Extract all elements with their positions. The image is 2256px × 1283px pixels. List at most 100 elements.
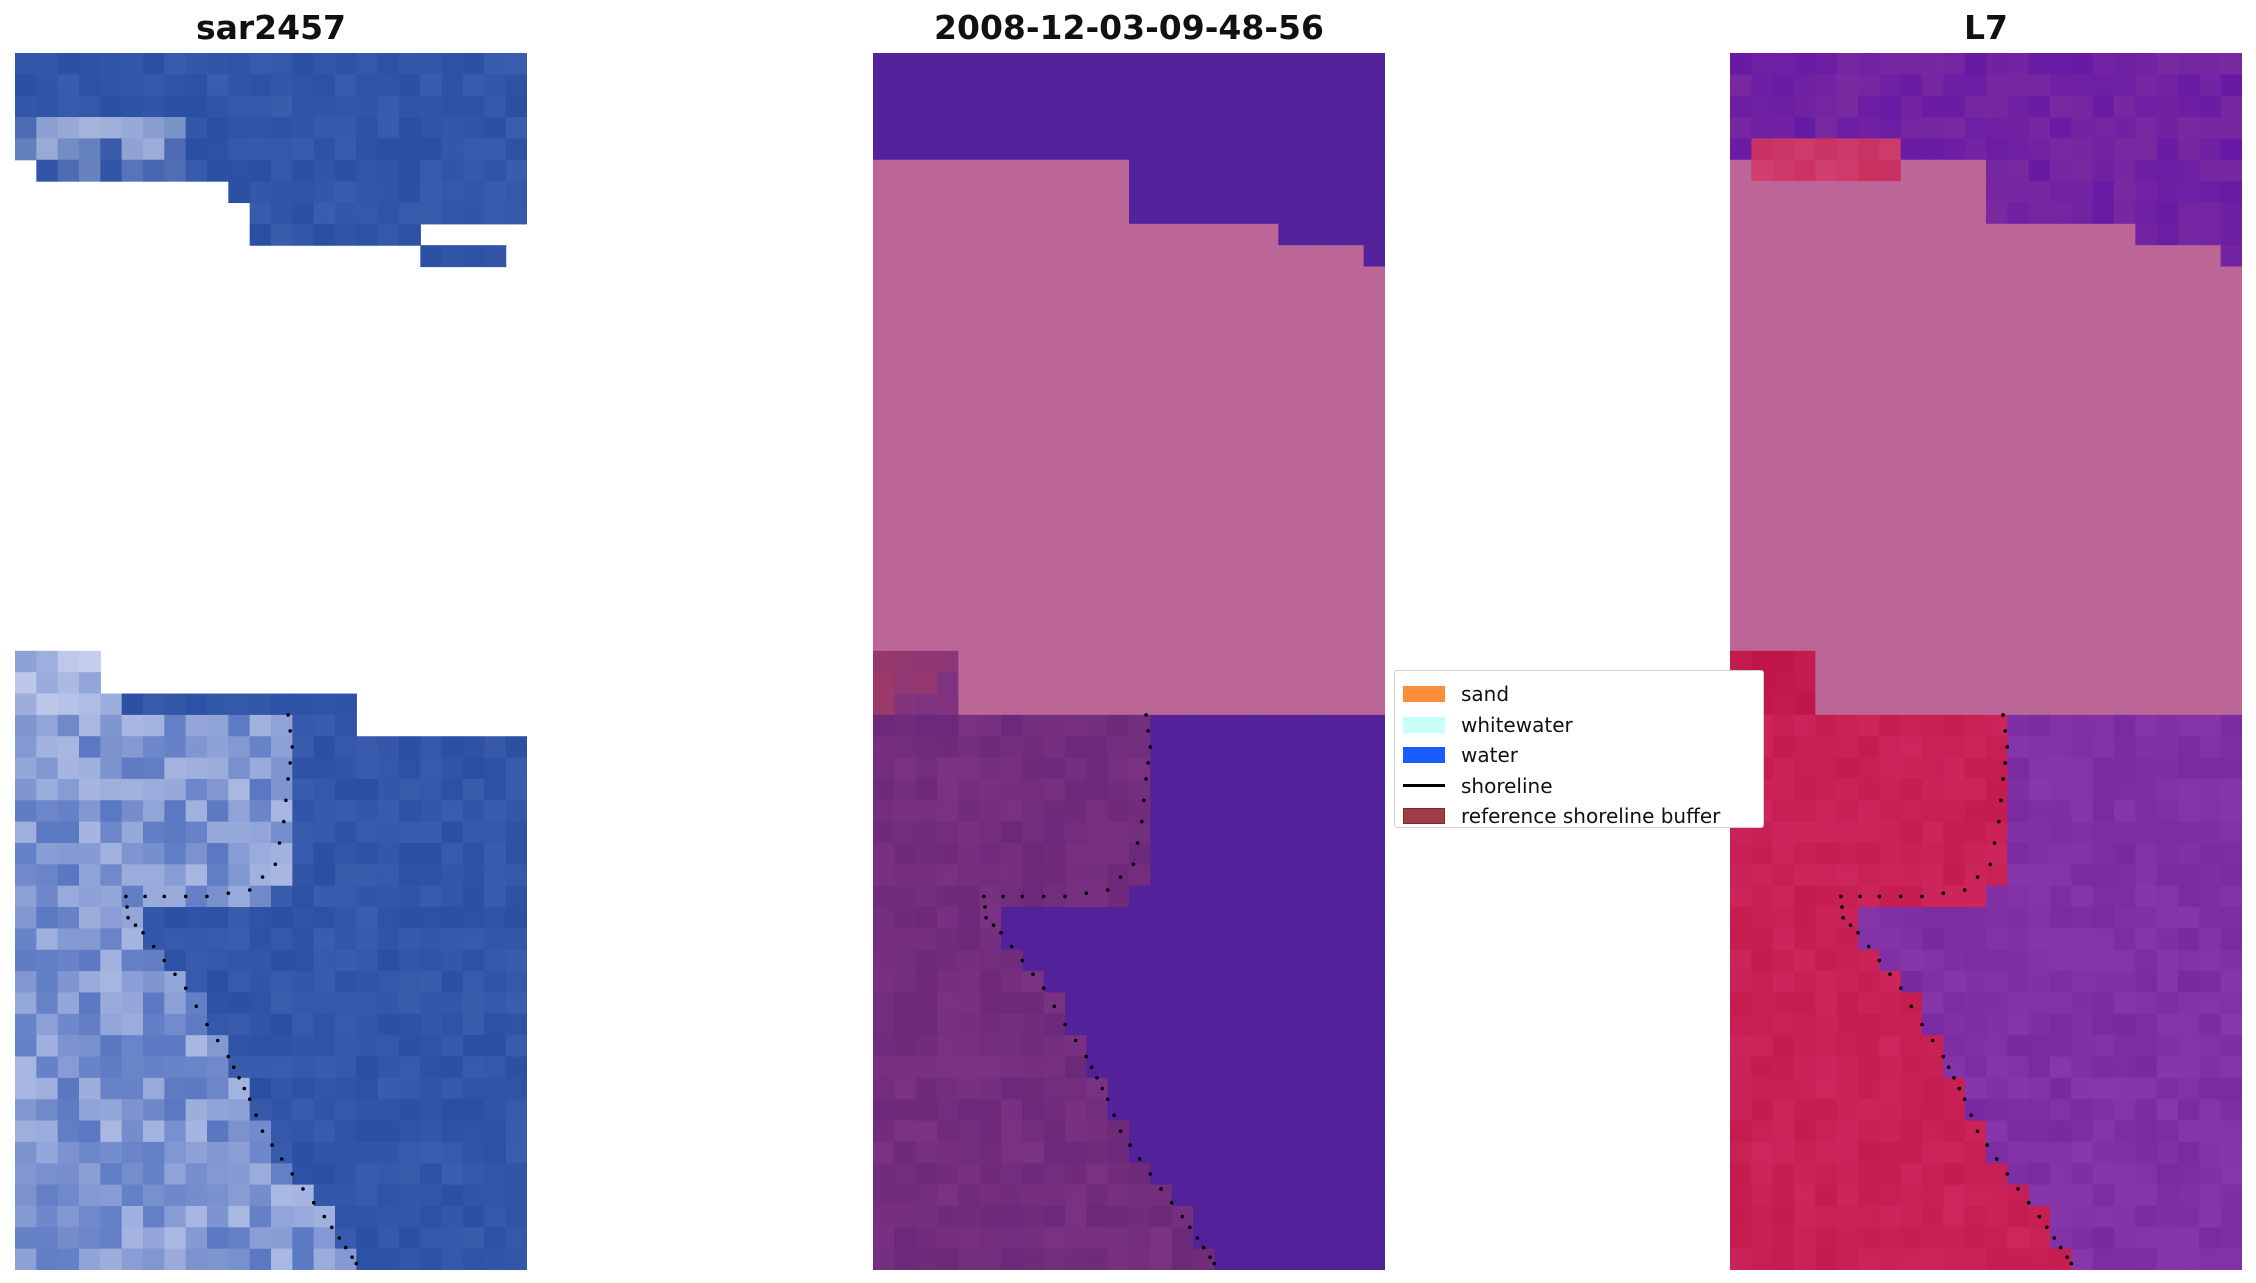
shoreline-point	[1877, 958, 1882, 963]
pixel-cell	[1815, 223, 1838, 246]
pixel-cell	[505, 778, 527, 801]
pixel-cell	[1964, 330, 1987, 353]
pixel-cell	[1278, 138, 1301, 161]
pixel-cell	[1321, 800, 1343, 823]
pixel-cell	[2135, 245, 2158, 268]
pixel-cell	[15, 842, 37, 865]
pixel-cell	[164, 1077, 187, 1100]
pixel-cell	[979, 266, 1002, 289]
pixel-cell	[335, 714, 357, 737]
pixel-cell	[15, 1205, 37, 1228]
pixel-cell	[915, 181, 938, 204]
pixel-cell	[207, 1099, 229, 1122]
pixel-cell	[1065, 1035, 1087, 1058]
pixel-cell	[1321, 992, 1343, 1015]
pixel-cell	[1964, 565, 1987, 588]
pixel-cell	[271, 928, 293, 951]
pixel-cell	[979, 928, 1002, 951]
pixel-cell	[1299, 650, 1322, 673]
pixel-cell	[2028, 864, 2051, 887]
pixel-cell	[57, 1099, 80, 1122]
pixel-cell	[1129, 415, 1151, 438]
pixel-cell	[271, 842, 293, 865]
pixel-cell	[1772, 1248, 1795, 1270]
pixel-cell	[1922, 586, 1944, 609]
pixel-cell	[1363, 992, 1385, 1015]
pixel-cell	[2092, 330, 2115, 353]
pixel-cell	[1900, 971, 1923, 994]
pixel-cell	[441, 1141, 464, 1164]
pixel-cell	[1986, 757, 2008, 780]
shoreline-point	[1169, 1200, 1174, 1205]
pixel-cell	[1129, 629, 1151, 652]
pixel-cell	[2178, 1248, 2200, 1270]
pixel-cell	[1235, 501, 1258, 524]
pixel-cell	[1065, 266, 1087, 289]
pixel-cell	[2114, 245, 2136, 268]
pixel-cell	[1858, 287, 1880, 310]
pixel-cell	[399, 1013, 421, 1036]
pixel-cell	[1751, 1248, 1774, 1270]
pixel-cell	[1363, 565, 1385, 588]
pixel-cell	[1278, 1077, 1301, 1100]
pixel-cell	[2135, 586, 2158, 609]
pixel-cell	[894, 159, 917, 182]
pixel-cell	[1858, 693, 1880, 716]
pixel-cell	[2156, 415, 2179, 438]
pixel-cell	[377, 74, 400, 97]
pixel-cell	[1193, 330, 1215, 353]
pixel-cell	[79, 1120, 101, 1143]
pixel-cell	[1043, 202, 1066, 225]
pixel-cell	[1257, 586, 1279, 609]
pixel-cell	[1086, 1141, 1109, 1164]
pixel-cell	[915, 202, 938, 225]
pixel-cell	[399, 1120, 421, 1143]
pixel-cell	[271, 74, 293, 97]
pixel-cell	[1986, 53, 2008, 75]
pixel-cell	[1129, 650, 1151, 673]
pixel-cell	[1815, 928, 1838, 951]
pixel-cell	[335, 800, 357, 823]
pixel-cell	[2156, 608, 2179, 631]
pixel-cell	[441, 1205, 464, 1228]
pixel-cell	[1751, 351, 1774, 374]
pixel-cell	[1730, 415, 1752, 438]
pixel-cell	[2156, 458, 2179, 481]
pixel-cell	[1815, 1163, 1838, 1186]
pixel-cell	[1235, 842, 1258, 865]
pixel-cell	[937, 842, 959, 865]
pixel-cell	[1943, 821, 1966, 844]
pixel-cell	[915, 1184, 938, 1207]
pixel-cell	[1171, 373, 1194, 396]
pixel-cell	[15, 1227, 37, 1250]
pixel-cell	[228, 800, 251, 823]
pixel-cell	[1922, 330, 1944, 353]
pixel-cell	[313, 223, 336, 246]
pixel-cell	[1943, 330, 1966, 353]
pixel-cell	[1751, 1120, 1774, 1143]
pixel-cell	[2007, 1184, 2030, 1207]
pixel-cell	[1943, 480, 1966, 502]
shoreline-point	[183, 986, 188, 990]
pixel-cell	[1772, 672, 1795, 695]
pixel-cell	[1214, 864, 1237, 887]
pixel-cell	[1022, 693, 1045, 716]
pixel-cell	[228, 907, 251, 929]
pixel-cell	[1150, 394, 1173, 417]
pixel-cell	[1193, 1248, 1215, 1270]
pixel-cell	[1193, 95, 1215, 118]
pixel-cell	[292, 778, 315, 801]
pixel-cell	[1772, 1056, 1795, 1079]
pixel-cell	[313, 821, 336, 844]
pixel-cell	[1171, 1013, 1194, 1036]
pixel-cell	[1257, 74, 1279, 97]
pixel-cell	[937, 736, 959, 759]
pixel-cell	[2092, 1077, 2115, 1100]
pixel-cell	[958, 608, 981, 631]
pixel-cell	[1858, 1227, 1880, 1250]
pixel-cell	[1065, 971, 1087, 994]
pixel-cell	[1235, 693, 1258, 716]
pixel-cell	[292, 864, 315, 887]
pixel-cell	[356, 778, 379, 801]
pixel-cell	[2114, 309, 2136, 332]
